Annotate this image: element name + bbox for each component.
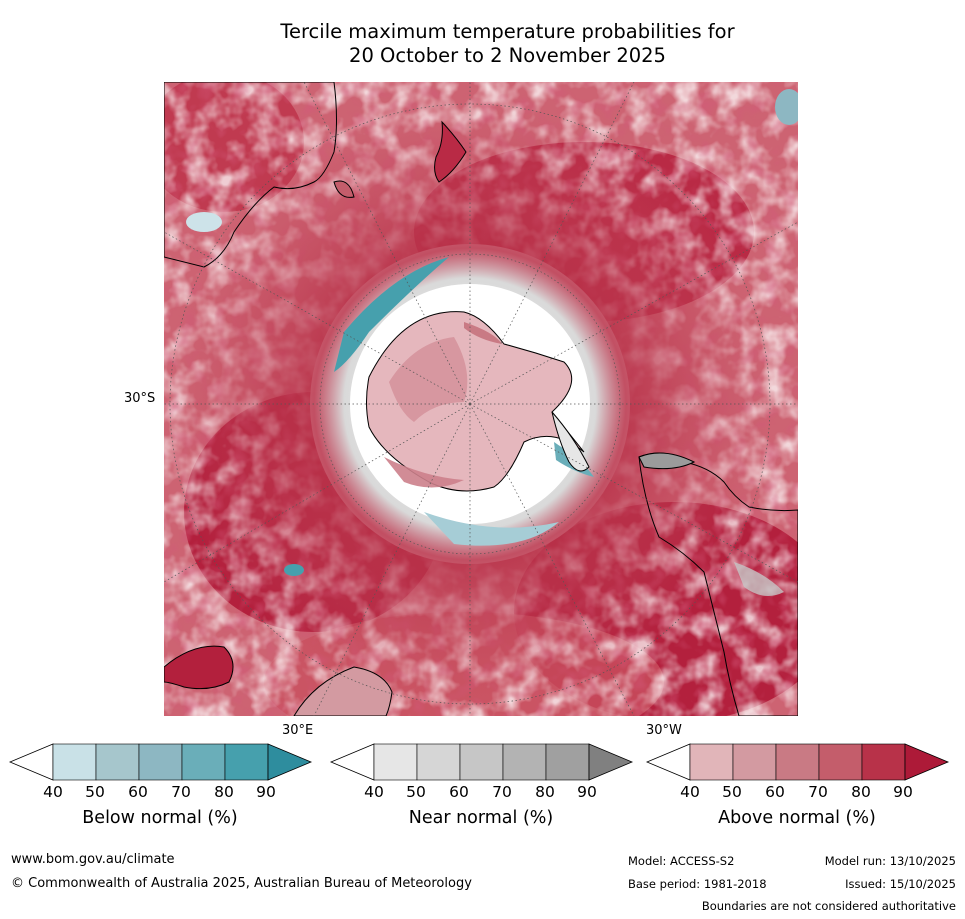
colorbar-tick: 60 bbox=[449, 783, 469, 801]
latitude-label-30s: 30°S bbox=[124, 391, 156, 406]
title-line-2: 20 October to 2 November 2025 bbox=[349, 44, 666, 67]
colorbar-extend-min bbox=[329, 743, 375, 781]
colorbar-above-svg bbox=[645, 743, 950, 781]
colorbar-tick: 80 bbox=[214, 783, 234, 801]
colorbar-tick: 40 bbox=[364, 783, 384, 801]
colorbar-tick: 80 bbox=[535, 783, 555, 801]
copyright-text: © Commonwealth of Australia 2025, Austra… bbox=[11, 876, 472, 891]
colorbar-tick: 40 bbox=[680, 783, 700, 801]
probability-map bbox=[164, 82, 798, 716]
title-line-1: Tercile maximum temperature probabilitie… bbox=[280, 20, 735, 43]
colorbar-segment bbox=[732, 743, 777, 781]
colorbar-label-near: Near normal (%) bbox=[408, 808, 554, 828]
model-name: Model: ACCESS-S2 bbox=[628, 854, 735, 868]
colorbar-segment bbox=[52, 743, 97, 781]
map-canvas bbox=[164, 82, 798, 716]
colorbar-near-svg bbox=[329, 743, 634, 781]
colorbar-tick: 90 bbox=[577, 783, 597, 801]
colorbar-segment bbox=[373, 743, 418, 781]
colorbar-tick: 90 bbox=[256, 783, 276, 801]
colorbar-extend-max bbox=[588, 743, 634, 781]
colorbar-below-normal bbox=[8, 742, 313, 782]
colorbar-segment bbox=[416, 743, 461, 781]
colorbar-tick: 70 bbox=[171, 783, 191, 801]
colorbar-segment bbox=[861, 743, 906, 781]
colorbar-above-normal bbox=[645, 742, 950, 782]
issued-date: Issued: 15/10/2025 bbox=[845, 877, 956, 891]
colorbar-segment bbox=[459, 743, 504, 781]
colorbar-segment bbox=[689, 743, 734, 781]
colorbar-segment bbox=[775, 743, 820, 781]
longitude-label-30w: 30°W bbox=[646, 723, 682, 738]
colorbar-near-normal bbox=[329, 742, 634, 782]
colorbar-segment bbox=[181, 743, 226, 781]
longitude-label-30e: 30°E bbox=[282, 723, 314, 738]
model-run-date: Model run: 13/10/2025 bbox=[824, 854, 956, 868]
colorbar-segment bbox=[502, 743, 547, 781]
base-period: Base period: 1981-2018 bbox=[628, 877, 767, 891]
colorbar-extend-max bbox=[267, 743, 313, 781]
colorbar-segment bbox=[95, 743, 140, 781]
colorbar-segment bbox=[545, 743, 590, 781]
colorbar-tick: 50 bbox=[85, 783, 105, 801]
colorbar-tick: 60 bbox=[128, 783, 148, 801]
colorbar-segment bbox=[818, 743, 863, 781]
colorbar-tick: 50 bbox=[722, 783, 742, 801]
map-title: Tercile maximum temperature probabilitie… bbox=[0, 20, 965, 68]
colorbar-tick: 70 bbox=[808, 783, 828, 801]
colorbar-tick: 90 bbox=[893, 783, 913, 801]
boundaries-disclaimer: Boundaries are not considered authoritat… bbox=[701, 899, 956, 913]
colorbar-label-below: Below normal (%) bbox=[82, 808, 238, 828]
colorbar-tick: 80 bbox=[851, 783, 871, 801]
colorbar-segment bbox=[138, 743, 183, 781]
colorbar-extend-min bbox=[645, 743, 691, 781]
colorbar-tick: 40 bbox=[43, 783, 63, 801]
colorbar-tick: 50 bbox=[406, 783, 426, 801]
colorbar-tick: 70 bbox=[492, 783, 512, 801]
colorbar-extend-min bbox=[8, 743, 54, 781]
colorbar-below-svg bbox=[8, 743, 313, 781]
website-link[interactable]: www.bom.gov.au/climate bbox=[11, 852, 175, 867]
colorbar-extend-max bbox=[904, 743, 950, 781]
colorbar-segment bbox=[224, 743, 269, 781]
colorbar-tick: 60 bbox=[765, 783, 785, 801]
colorbar-label-above: Above normal (%) bbox=[718, 808, 876, 828]
